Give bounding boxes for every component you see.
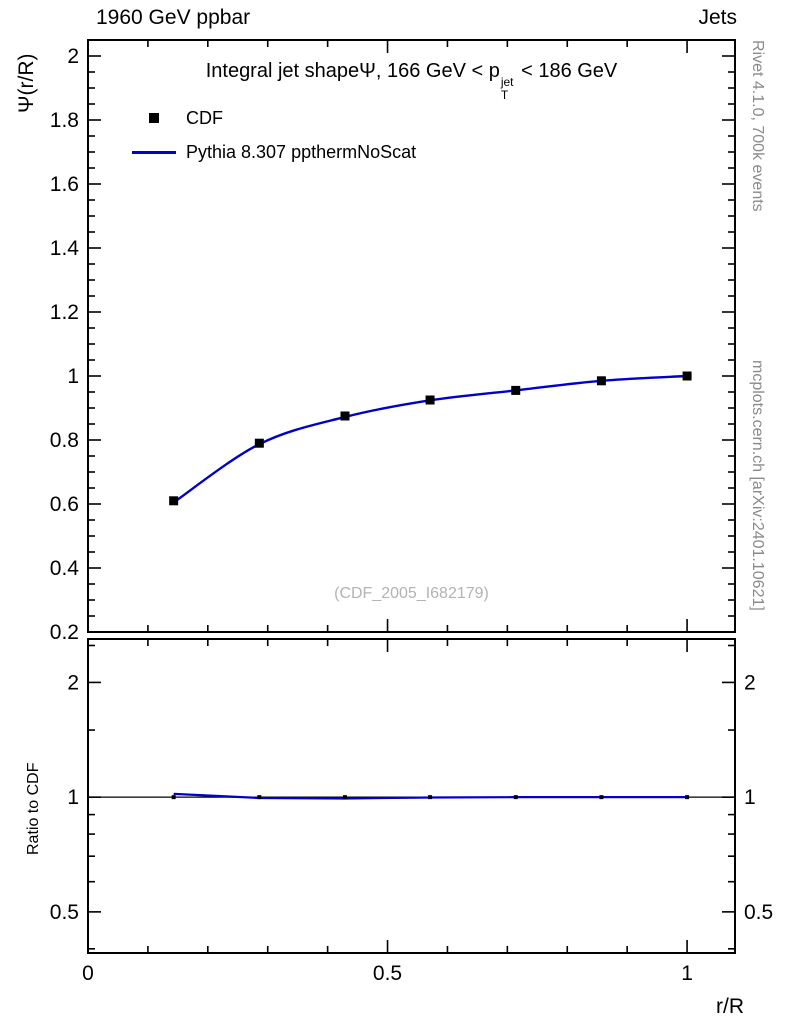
svg-text:0.8: 0.8 [50, 429, 79, 452]
legend-label-cdf: CDF [186, 107, 223, 128]
svg-text:2: 2 [67, 45, 79, 68]
svg-text:1.6: 1.6 [50, 173, 79, 196]
svg-text:0: 0 [82, 962, 94, 985]
svg-text:0.5: 0.5 [373, 962, 402, 985]
svg-text:0.4: 0.4 [50, 557, 80, 580]
svg-text:1.4: 1.4 [50, 237, 80, 260]
title-superscript: jet [500, 75, 514, 89]
title-text-2: , 166 GeV < p [375, 60, 500, 82]
legend-marker-box [128, 113, 180, 123]
svg-text:0.5: 0.5 [744, 901, 773, 924]
rivet-version-text: Rivet 4.1.0, 700k events [749, 40, 766, 212]
svg-text:0.2: 0.2 [50, 621, 79, 644]
svg-text:1: 1 [681, 962, 693, 985]
ratio-y-axis-label: Ratio to CDF [25, 762, 42, 855]
legend-marker-box [128, 150, 180, 154]
title-pt-subsup: jet T [501, 76, 514, 101]
svg-text:1: 1 [744, 786, 756, 809]
svg-text:1: 1 [67, 786, 79, 809]
svg-text:1: 1 [67, 365, 79, 388]
svg-text:1.2: 1.2 [50, 301, 79, 324]
title-subscript: T [500, 87, 509, 102]
legend-label-pythia: Pythia 8.307 ppthermNoScat [186, 141, 417, 162]
mcplots-credit-text: mcplots.cern.ch [arXiv:2401.10621] [749, 360, 766, 611]
main-y-axis-label: Ψ(r/R) [15, 53, 38, 113]
svg-text:0.5: 0.5 [50, 901, 79, 924]
legend-item-pythia: Pythia 8.307 ppthermNoScat [128, 135, 416, 169]
svg-text:2: 2 [67, 671, 79, 694]
analysis-id-watermark: (CDF_2005_I682179) [334, 585, 489, 602]
plot-title: Integral jet shapeΨ, 166 GeV < p jet T < 1… [88, 60, 735, 101]
cdf-square-marker-icon [149, 113, 159, 123]
header-beam-energy: 1960 GeV ppbar [96, 6, 251, 29]
svg-text:1.8: 1.8 [50, 109, 79, 132]
legend-item-cdf: CDF [128, 101, 416, 135]
header-analysis-tag: Jets [698, 6, 737, 29]
svg-text:0.6: 0.6 [50, 493, 79, 516]
legend: CDF Pythia 8.307 ppthermNoScat [128, 101, 416, 169]
svg-text:2: 2 [744, 671, 756, 694]
pythia-line-marker-icon [132, 150, 176, 154]
title-text-3: < 186 GeV [515, 60, 618, 82]
title-psi-symbol: Ψ [359, 60, 376, 82]
x-axis-label: r/R [716, 995, 744, 1018]
title-text-1: Integral jet shape [205, 60, 360, 82]
